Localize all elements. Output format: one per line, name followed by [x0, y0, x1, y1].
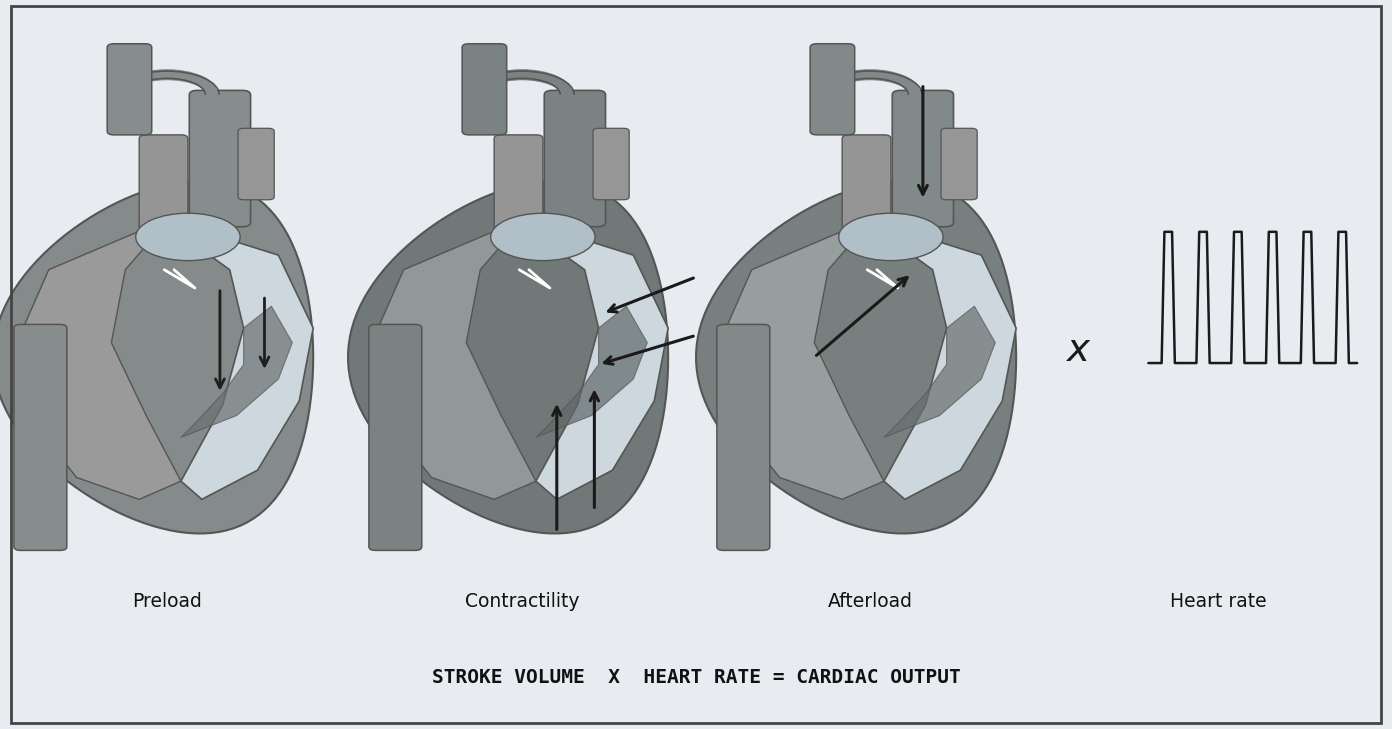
FancyBboxPatch shape — [189, 90, 251, 227]
FancyBboxPatch shape — [717, 324, 770, 550]
FancyBboxPatch shape — [369, 324, 422, 550]
FancyBboxPatch shape — [462, 44, 507, 135]
Polygon shape — [348, 181, 668, 534]
FancyBboxPatch shape — [14, 324, 67, 550]
FancyBboxPatch shape — [544, 90, 606, 227]
FancyBboxPatch shape — [593, 128, 629, 200]
Polygon shape — [884, 306, 995, 437]
Polygon shape — [529, 222, 668, 499]
Text: x: x — [1068, 331, 1090, 369]
Polygon shape — [181, 306, 292, 437]
FancyBboxPatch shape — [494, 135, 543, 230]
FancyBboxPatch shape — [810, 44, 855, 135]
Text: Contractility: Contractility — [465, 592, 579, 611]
FancyBboxPatch shape — [892, 90, 954, 227]
Polygon shape — [372, 222, 536, 499]
Polygon shape — [696, 181, 1016, 534]
Text: Afterload: Afterload — [827, 592, 913, 611]
Polygon shape — [536, 306, 647, 437]
Polygon shape — [17, 222, 181, 499]
FancyBboxPatch shape — [941, 128, 977, 200]
FancyBboxPatch shape — [238, 128, 274, 200]
FancyBboxPatch shape — [842, 135, 891, 230]
Polygon shape — [720, 222, 884, 499]
Polygon shape — [174, 222, 313, 499]
Ellipse shape — [136, 213, 241, 260]
Text: Heart rate: Heart rate — [1169, 592, 1267, 611]
Text: Preload: Preload — [132, 592, 202, 611]
Ellipse shape — [490, 213, 596, 260]
Text: STROKE VOLUME  X  HEART RATE = CARDIAC OUTPUT: STROKE VOLUME X HEART RATE = CARDIAC OUT… — [432, 668, 960, 687]
FancyBboxPatch shape — [107, 44, 152, 135]
FancyBboxPatch shape — [139, 135, 188, 230]
Ellipse shape — [838, 213, 944, 260]
Polygon shape — [877, 222, 1016, 499]
Polygon shape — [0, 181, 313, 534]
